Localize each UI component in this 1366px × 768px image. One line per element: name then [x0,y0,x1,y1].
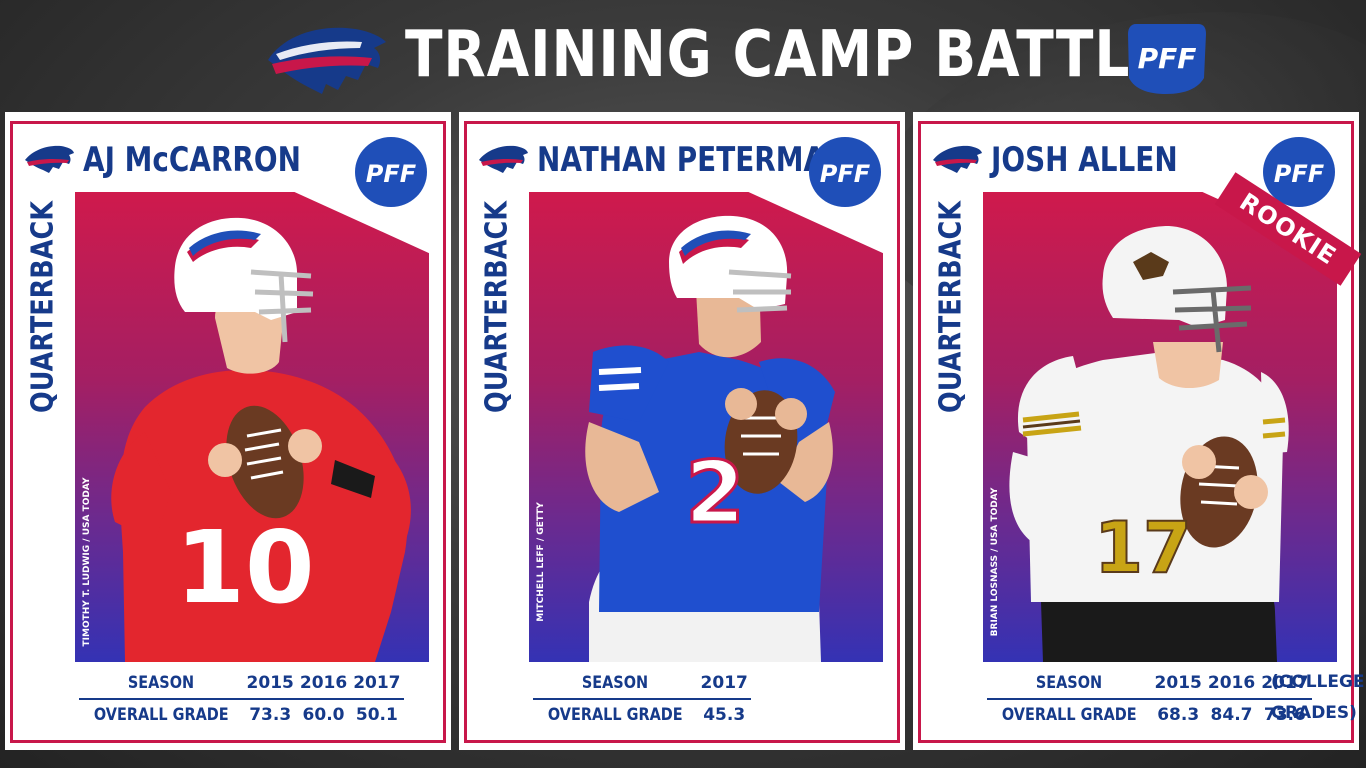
season-label: SEASON [987,668,1152,700]
player-photo: 17 [983,192,1337,662]
photo-credit: MITCHELL LEFF / GETTY [536,502,546,622]
player-figure: 17 [1009,226,1289,662]
grade-label: OVERALL GRADE [1001,705,1137,725]
stats-table: SEASON 2015 2016 2017 OVERALL GRADE 73.3… [79,668,404,730]
grade-2017: 50.1 [355,705,398,725]
bills-buffalo-logo-icon [25,145,74,173]
stats-header-row: SEASON 2015 2016 2017 [79,668,404,700]
college-grades-note-line2: GRADES) [1271,703,1357,723]
photo-credit: TIMOTHY T. LUDWIG / USA TODAY [82,477,92,647]
stats-header-row: SEASON 2017 [533,668,751,700]
player-card-peterman: NATHAN PETERMAN PFF QUARTERBACK 2 MITCHE… [459,112,905,750]
season-2017: 2017 [350,668,404,700]
season-2015: 2015 [243,668,297,700]
season-label: SEASON [79,668,244,700]
position-label: QUARTERBACK [479,201,515,413]
player-name: NATHAN PETERMAN [537,140,849,180]
stats-grade-row: OVERALL GRADE 45.3 [533,699,751,730]
player-name: JOSH ALLEN [991,140,1178,180]
bills-buffalo-logo-icon [479,145,528,173]
grade-label: OVERALL GRADE [547,705,683,725]
photo-credit: BRIAN LOSNASS / USA TODAY [990,487,1000,637]
grade-2016: 84.7 [1210,705,1253,725]
bills-buffalo-logo-icon [268,27,386,94]
grade-2015: 73.3 [249,705,292,725]
pff-logo-icon: PFF [1128,24,1206,94]
svg-text:PFF: PFF [1274,160,1325,188]
season-2016: 2016 [296,668,351,700]
season-2016: 2016 [1204,668,1259,700]
bills-buffalo-logo-icon [933,145,982,173]
grade-2017: 73.6 [1263,705,1306,725]
card-frame [918,121,1354,743]
svg-text:PFF: PFF [366,160,417,188]
season-2017: 2017 [1258,668,1312,700]
page-title: TRAINING CAMP BATTLE [405,18,1169,92]
player-card-mccarron: AJ McCARRON PFF QUARTERBACK 10 TIMOTHY T… [5,112,451,750]
grade-2015: 68.3 [1157,705,1200,725]
stats-header-row: SEASON 2015 2016 2017 [987,668,1312,700]
season-2017: 2017 [697,668,751,700]
svg-text:PFF: PFF [820,160,871,188]
season-2015: 2015 [1151,668,1205,700]
season-label: SEASON [533,668,698,700]
header: TRAINING CAMP BATTLE PFF [0,0,1366,112]
svg-text:2: 2 [685,443,745,543]
grade-2016: 60.0 [302,705,345,725]
pff-logo-icon: PFF [1263,137,1335,207]
svg-text:10: 10 [175,509,314,626]
svg-text:17: 17 [1094,507,1191,589]
college-grades-note-line1: (COLLEGE [1271,672,1365,692]
stats-grade-row: OVERALL GRADE 68.3 84.7 73.6 [987,699,1312,730]
card-frame [10,121,446,743]
svg-text:PFF: PFF [1138,42,1197,75]
stats-table: SEASON 2017 OVERALL GRADE 45.3 [533,668,751,730]
player-card-allen: JOSH ALLEN PFF QUARTERBACK 17 ROOKIE BRI… [913,112,1365,750]
player-figure: 2 [585,215,835,662]
player-photo: 10 [75,192,429,662]
card-frame [464,121,900,743]
stats-grade-row: OVERALL GRADE 73.3 60.0 50.1 [79,699,404,730]
player-name: AJ McCARRON [83,140,301,180]
grade-label: OVERALL GRADE [93,705,229,725]
stats-table: SEASON 2015 2016 2017 OVERALL GRADE 68.3… [987,668,1312,730]
position-label: QUARTERBACK [25,201,61,413]
position-label: QUARTERBACK [933,201,969,413]
pff-logo-icon: PFF [355,137,427,207]
pff-logo-icon: PFF [809,137,881,207]
player-photo: 2 [529,192,883,662]
player-figure: 10 [111,217,411,662]
grade-2017: 45.3 [703,705,746,725]
